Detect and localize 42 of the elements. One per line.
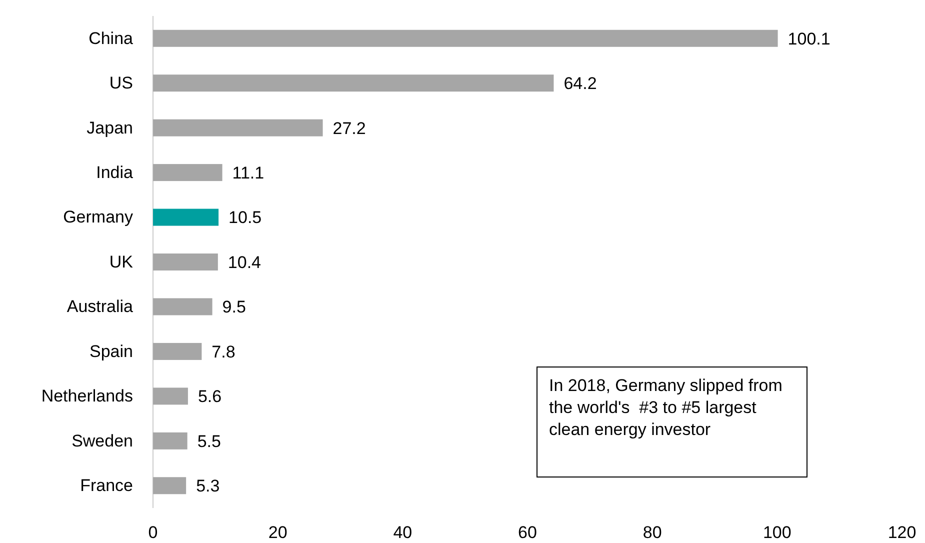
y-tick-label: US (109, 74, 133, 93)
x-tick-label: 60 (518, 523, 537, 542)
y-tick-label: UK (109, 252, 134, 272)
data-label: 11.1 (232, 163, 264, 182)
y-tick-label: China (88, 28, 134, 48)
x-tick-label: 20 (268, 523, 288, 542)
data-label: 5.6 (198, 387, 222, 406)
y-tick-label: Sweden (72, 431, 133, 450)
bar (153, 119, 323, 136)
annotation: In 2018, Germany slipped from the world's #3 to #5 largest clean energy investor (549, 376, 782, 440)
data-label: 100.1 (788, 29, 830, 48)
bar (153, 477, 186, 494)
bar (153, 342, 202, 360)
y-tick-label: Germany (63, 208, 134, 227)
bar (153, 30, 778, 47)
x-tick-label: 120 (888, 523, 916, 542)
bar (153, 254, 218, 270)
bar (153, 298, 212, 316)
y-tick-label: India (96, 162, 134, 182)
bar (153, 388, 188, 405)
data-label: 27.2 (332, 118, 366, 138)
x-tick-label: 100 (762, 523, 792, 542)
x-tick-label: 40 (393, 523, 412, 542)
y-tick-label: Spain (90, 342, 133, 361)
y-tick-label: Australia (66, 297, 134, 316)
data-label: 10.4 (228, 252, 262, 272)
data-label: 9.5 (222, 298, 246, 317)
y-tick-label: Japan (86, 118, 133, 138)
bar (153, 164, 222, 182)
bar (153, 432, 188, 450)
bar (153, 74, 554, 92)
y-tick-label: France (80, 476, 133, 496)
data-label: 10.5 (228, 208, 262, 228)
bar (153, 208, 219, 226)
y-tick-label: Netherlands (41, 386, 133, 406)
x-tick-label: 80 (642, 523, 662, 542)
note-box: In 2018, Germany slipped from the world's #3 to #5 largest clean energy investor (536, 366, 808, 478)
data-label: 5.5 (197, 432, 221, 451)
data-label: 5.3 (196, 476, 220, 496)
data-label: 7.8 (212, 342, 236, 362)
x-tick-label: 0 (148, 523, 158, 542)
data-label: 64.2 (564, 74, 597, 94)
